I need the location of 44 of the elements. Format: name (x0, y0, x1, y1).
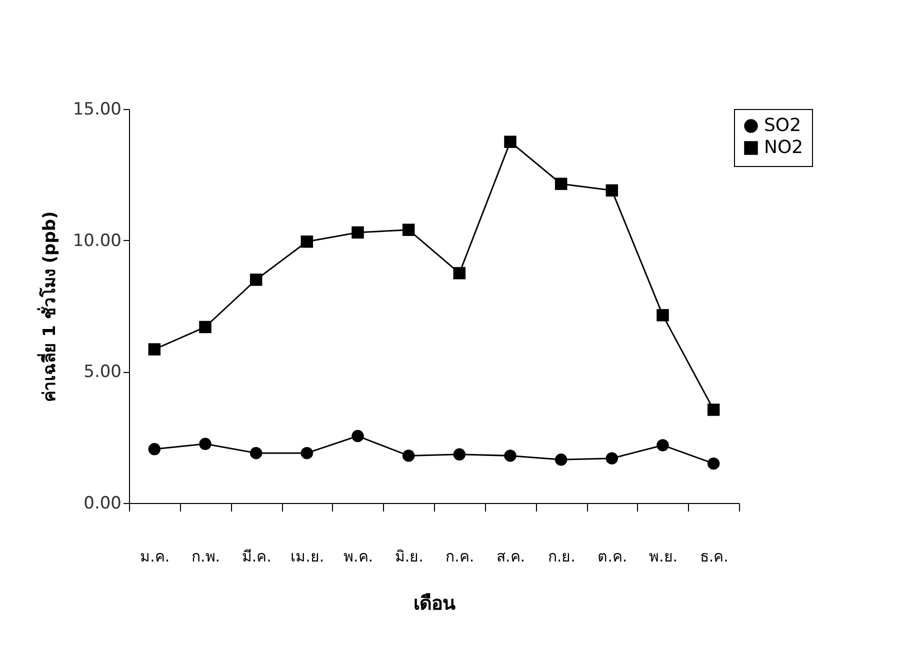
point (707, 404, 720, 416)
point (402, 450, 415, 462)
x-tick-label: ม.ค. (140, 548, 170, 566)
point (554, 178, 568, 190)
point (300, 236, 314, 248)
point (148, 343, 161, 356)
x-tick-label: ก.ย. (548, 548, 576, 566)
point (606, 452, 618, 464)
point (504, 136, 516, 148)
y-tick-label: 0.00 (84, 494, 122, 514)
point (300, 446, 314, 460)
point (402, 224, 415, 236)
x-tick-label: เม.ย. (290, 548, 324, 566)
point (352, 430, 364, 442)
legend-label: NO2 (764, 137, 804, 158)
x-tick-label: ก.ค. (446, 548, 474, 566)
point (250, 274, 262, 286)
point (656, 309, 669, 322)
x-tick-label: พ.ค. (343, 548, 374, 566)
point (554, 454, 568, 466)
x-tick-label: พ.ย. (648, 548, 678, 566)
x-tick-label: มิ.ย. (394, 548, 424, 566)
point (352, 226, 364, 239)
point (453, 448, 466, 461)
x-tick-label: ก.พ. (191, 548, 220, 566)
point (707, 457, 720, 470)
x-axis-title: เดือน (414, 592, 456, 614)
legend-label: SO2 (764, 115, 802, 136)
x-tick-label: ต.ค. (598, 548, 628, 566)
point (250, 446, 262, 460)
y-tick-label: 5.00 (84, 362, 122, 382)
y-tick-label: 15.00 (72, 100, 122, 120)
point (504, 450, 516, 462)
y-axis-title: ค่าเฉลี่ย 1 ชั่วโมง (ppb) (36, 211, 60, 402)
y-tick-label: 10.00 (72, 230, 122, 251)
point (606, 184, 618, 197)
x-tick-label: ส.ค. (496, 548, 526, 566)
point (199, 438, 212, 450)
point (199, 320, 212, 334)
x-tick-label: ธ.ค. (700, 548, 728, 566)
point (453, 267, 466, 280)
x-tick-label: มี.ค. (242, 548, 272, 566)
point (148, 443, 161, 456)
point (656, 439, 669, 452)
